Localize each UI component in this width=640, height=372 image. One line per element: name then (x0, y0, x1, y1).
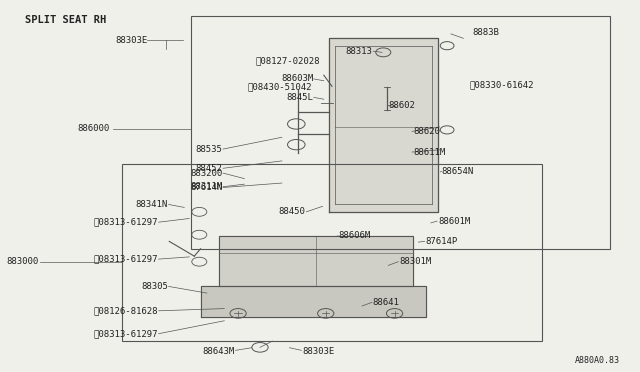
Text: 88452: 88452 (196, 164, 223, 173)
Text: 8883B: 8883B (473, 28, 500, 37)
Text: 88303E: 88303E (302, 347, 334, 356)
Text: 88341N: 88341N (136, 200, 168, 209)
Text: 8845L: 8845L (286, 93, 313, 102)
Text: 88611M: 88611M (413, 148, 445, 157)
Text: Ⓢ08313-61297: Ⓢ08313-61297 (93, 329, 158, 338)
Text: 883200: 883200 (190, 169, 223, 177)
Text: 88303E: 88303E (115, 36, 147, 45)
Text: Ⓢ08313-61297: Ⓢ08313-61297 (93, 254, 158, 264)
Text: Ⓑ08127-02028: Ⓑ08127-02028 (255, 56, 320, 65)
Text: 88643M: 88643M (203, 347, 235, 356)
Text: 88313: 88313 (346, 47, 372, 56)
Polygon shape (200, 286, 426, 317)
Text: 88301M: 88301M (399, 257, 432, 266)
Text: 88535: 88535 (196, 145, 223, 154)
Text: 88450: 88450 (279, 207, 306, 217)
Polygon shape (220, 236, 413, 286)
Text: 88602: 88602 (388, 101, 415, 110)
Text: Ⓢ08126-81628: Ⓢ08126-81628 (93, 306, 158, 315)
Bar (191, 16, 611, 249)
Text: 88641: 88641 (372, 298, 399, 307)
Text: 88606M: 88606M (338, 231, 371, 240)
Text: 88601M: 88601M (438, 217, 470, 225)
Text: 886000: 886000 (77, 124, 110, 133)
Text: 88305: 88305 (141, 282, 168, 291)
Text: 87614N: 87614N (190, 183, 223, 192)
Text: Ⓢ08430-51042: Ⓢ08430-51042 (248, 83, 312, 92)
Text: Ⓢ08330-61642: Ⓢ08330-61642 (470, 80, 534, 89)
Text: 883000: 883000 (7, 257, 39, 266)
Text: 88603M: 88603M (281, 74, 313, 83)
Text: SPLIT SEAT RH: SPLIT SEAT RH (26, 15, 107, 25)
Text: Ⓢ08313-61297: Ⓢ08313-61297 (93, 218, 158, 227)
Polygon shape (329, 38, 438, 212)
Bar (122, 164, 541, 341)
Text: A880A0.83: A880A0.83 (575, 356, 620, 365)
Text: 88620: 88620 (413, 127, 440, 136)
Text: 88654N: 88654N (442, 167, 474, 176)
Text: 87614P: 87614P (426, 237, 458, 246)
Text: 88311M: 88311M (190, 182, 223, 191)
